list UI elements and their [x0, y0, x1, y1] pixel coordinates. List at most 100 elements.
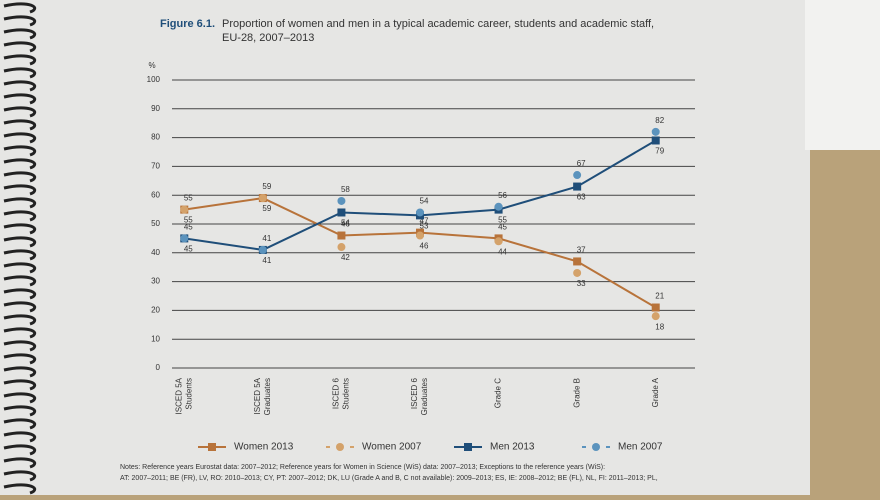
data-label: 54 [420, 197, 429, 206]
x-tick-label: ISCED 6 [332, 377, 341, 409]
spiral-ring [3, 353, 37, 365]
data-label: 82 [655, 116, 664, 125]
spiral-ring [3, 340, 37, 352]
spiral-ring [3, 171, 37, 183]
marker [573, 182, 582, 191]
x-tick-label: ISCED 6 [410, 377, 419, 409]
spiral-ring [3, 210, 37, 222]
data-label: 18 [655, 322, 664, 331]
marker [651, 136, 660, 145]
spiral-ring [3, 431, 37, 443]
x-tick-label: ISCED 5A [253, 377, 262, 414]
marker [337, 231, 346, 240]
marker [573, 171, 582, 180]
spiral-ring [3, 327, 37, 339]
x-tick-label: Grade B [572, 378, 581, 408]
spiral-ring [3, 93, 37, 105]
marker [416, 208, 424, 217]
marker [573, 257, 582, 266]
spiral-ring [3, 301, 37, 313]
marker [337, 196, 346, 205]
data-label: 46 [420, 242, 429, 251]
spiral-ring [3, 249, 37, 261]
spiral-ring [3, 28, 37, 40]
marker [494, 237, 503, 246]
spiral-ring [3, 158, 37, 170]
legend-label: Women 2007 [362, 442, 422, 453]
data-label: 37 [577, 246, 586, 255]
spiral-ring [3, 184, 37, 196]
spiral-ring [3, 418, 37, 430]
data-label: 55 [184, 216, 193, 225]
data-label: 54 [341, 219, 350, 228]
legend-label: Men 2007 [618, 442, 663, 453]
marker [337, 208, 346, 217]
marker [416, 231, 424, 240]
spiral-ring [3, 106, 37, 118]
legend-label: Women 2013 [234, 442, 294, 453]
data-label: 53 [420, 221, 429, 230]
y-tick-label: 90 [151, 104, 160, 113]
data-label: 59 [262, 204, 271, 213]
y-tick-label: 40 [151, 248, 160, 257]
data-label: 45 [498, 223, 507, 232]
spiral-ring [3, 197, 37, 209]
data-label: 63 [577, 193, 586, 202]
spiral-ring [3, 41, 37, 53]
y-tick-label: 20 [151, 306, 160, 315]
data-label: 67 [577, 159, 586, 168]
spiral-ring [3, 392, 37, 404]
marker [258, 194, 267, 203]
spiral-ring [3, 470, 37, 482]
data-label: 55 [184, 194, 193, 203]
marker [651, 312, 660, 321]
data-label: 59 [262, 182, 271, 191]
x-tick-label: ISCED 5A [174, 377, 183, 414]
x-tick-label: Students [184, 378, 193, 410]
marker [573, 268, 582, 277]
spiral-ring [3, 275, 37, 287]
legend-marker [464, 443, 472, 451]
data-label: 33 [577, 279, 586, 288]
marker [258, 245, 267, 254]
data-label: 42 [341, 253, 350, 262]
data-label: 21 [655, 292, 664, 301]
spiral [3, 2, 37, 495]
figure-label: Figure 6.1. [160, 18, 215, 30]
spiral-ring [3, 236, 37, 248]
data-label: 45 [184, 245, 193, 254]
x-tick-label: Graduates [263, 378, 272, 415]
data-label: 55 [498, 216, 507, 225]
data-label: 44 [498, 247, 507, 256]
data-label: 41 [262, 256, 271, 265]
data-label: 45 [184, 223, 193, 232]
x-tick-label: Grade A [651, 377, 660, 407]
y-tick-label: 100 [147, 75, 161, 84]
y-tick-label: 80 [151, 133, 160, 142]
marker [651, 127, 660, 136]
x-tick-label: Grade C [494, 378, 503, 408]
spiral-ring [3, 119, 37, 131]
spiral-ring [3, 483, 37, 495]
marker [337, 243, 346, 252]
data-label: 41 [262, 234, 271, 243]
note: AT: 2007–2011; BE (FR), LV, RO: 2010–201… [120, 475, 658, 482]
legend-marker [336, 443, 344, 451]
data-label: 58 [341, 185, 350, 194]
spiral-ring [3, 2, 37, 14]
legend-marker [592, 443, 600, 451]
spiral-ring [3, 145, 37, 157]
y-unit: % [148, 61, 155, 70]
x-tick-label: Graduates [420, 378, 429, 415]
y-tick-label: 10 [151, 334, 160, 343]
legend-marker [208, 443, 216, 451]
spiral-ring [3, 262, 37, 274]
chart-title: Proportion of women and men in a typical… [222, 18, 654, 44]
x-tick-label: Students [342, 378, 351, 410]
y-tick-label: 60 [151, 190, 160, 199]
spiral-ring [3, 288, 37, 300]
spiral-ring [3, 54, 37, 66]
marker [651, 303, 660, 312]
